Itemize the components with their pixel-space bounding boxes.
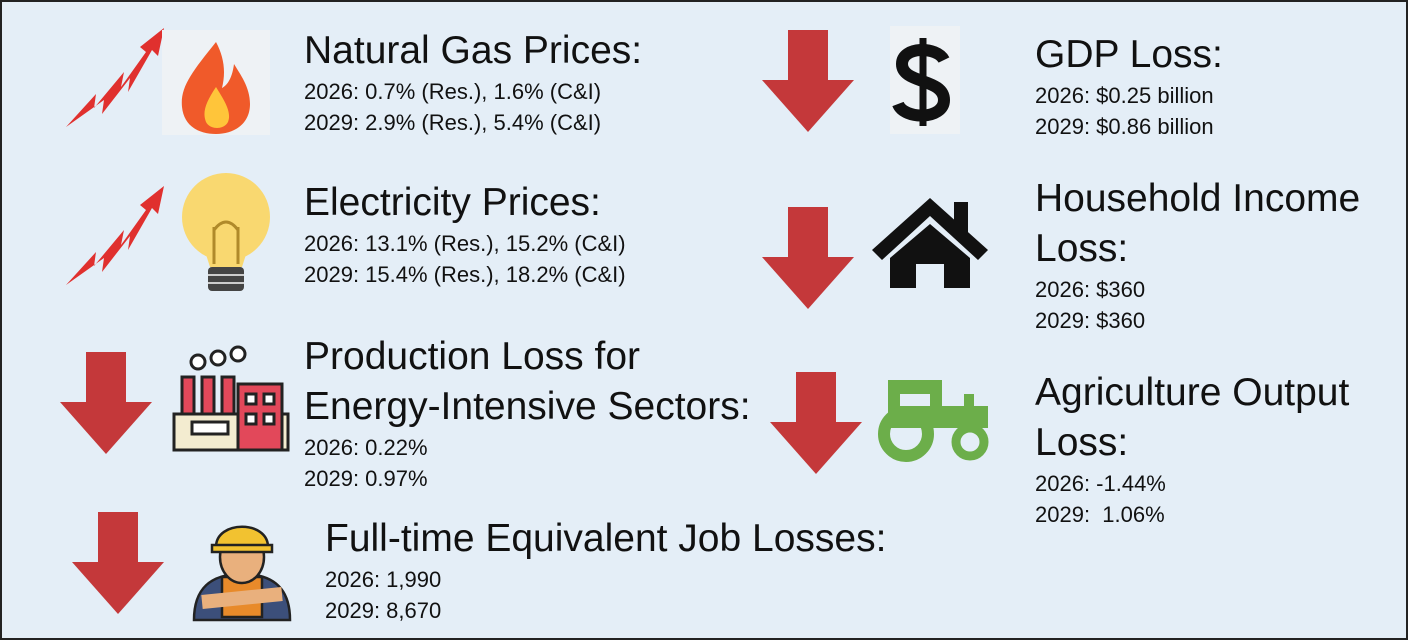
block-line: 2029: 0.97% [304,466,428,491]
block-line: 2026: 0.7% (Res.), 1.6% (C&I) [304,79,602,104]
down-arrow-icon [60,352,152,454]
block-line: 2026: $0.25 billion [1035,83,1214,108]
down-arrow-icon [770,372,862,474]
down-arrow-icon [762,30,854,132]
block-title: GDP Loss: [1035,33,1223,76]
down-arrow-icon [762,207,854,309]
block-title: Production Loss for Energy-Intensive Sec… [304,335,751,428]
block-line: 2029: 2.9% (Res.), 5.4% (C&I) [304,110,602,135]
info-block: Natural Gas Prices: 2026: 0.7% (Res.), 1… [304,26,744,138]
info-block: Full-time Equivalent Job Losses: 2026: 1… [325,514,965,626]
up-arrow-icon [66,28,164,127]
block-title: Household Income Loss: [1035,177,1361,270]
block-title: Natural Gas Prices: [304,29,643,72]
block-line: 2029: $360 [1035,308,1146,333]
up-arrow-icon [66,186,164,285]
flame-icon [162,30,270,135]
info-block: Production Loss for Energy-Intensive Sec… [304,332,774,494]
down-arrow-icon [72,512,164,614]
house-icon [872,198,988,288]
block-title: Electricity Prices: [304,181,601,224]
block-line: 2029: 8,670 [325,598,442,623]
block-title: Agriculture Output Loss: [1035,371,1350,464]
block-line: 2029: $0.86 billion [1035,114,1214,139]
block-title: Full-time Equivalent Job Losses: [325,517,887,560]
factory-icon [172,345,290,452]
block-line: 2026: 13.1% (Res.), 15.2% (C&I) [304,231,626,256]
lightbulb-icon [182,173,270,291]
info-block: Household Income Loss: 2026: $360 2029: … [1035,174,1395,336]
dollar-icon [890,26,960,134]
tractor-icon [878,380,989,462]
block-line: 2026: -1.44% [1035,471,1166,496]
block-line: 2029: 15.4% (Res.), 18.2% (C&I) [304,262,626,287]
block-line: 2029: 1.06% [1035,502,1165,527]
info-block: GDP Loss: 2026: $0.25 billion 2029: $0.8… [1035,30,1395,142]
info-block: Electricity Prices: 2026: 13.1% (Res.), … [304,178,744,290]
block-line: 2026: 1,990 [325,567,442,592]
info-block: Agriculture Output Loss: 2026: -1.44% 20… [1035,368,1395,530]
worker-icon [192,525,292,622]
block-line: 2026: $360 [1035,277,1146,302]
block-line: 2026: 0.22% [304,435,428,460]
